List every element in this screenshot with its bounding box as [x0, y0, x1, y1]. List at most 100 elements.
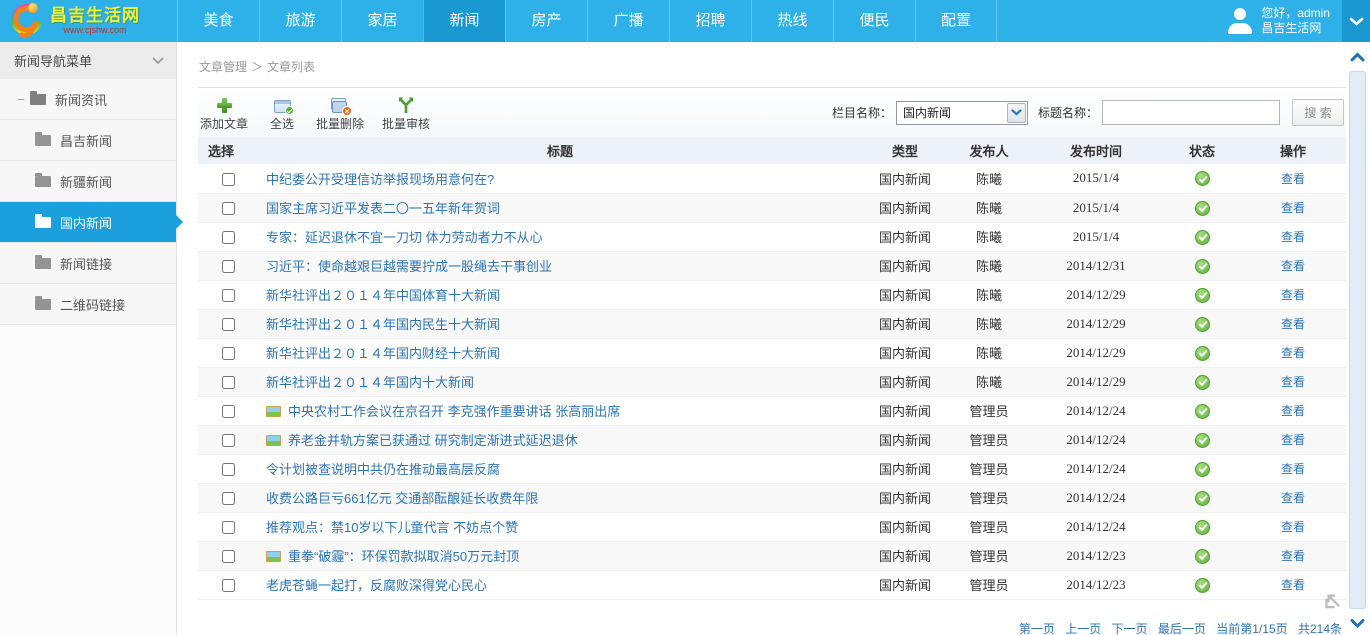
table-row: 习近平：使命越艰巨越需要拧成一股绳去干事创业 国内新闻 陈曦 2014/12/3… — [198, 251, 1346, 281]
add-article-label: 添加文章 — [200, 116, 249, 131]
article-title-link[interactable]: 重拳“破霾”：环保罚款拟取消50万元封顶 — [288, 549, 520, 564]
scroll-up-icon[interactable] — [1349, 52, 1366, 62]
view-link[interactable]: 查看 — [1280, 549, 1305, 563]
topnav-tab-home[interactable]: 家居 — [341, 0, 423, 42]
row-checkbox[interactable] — [222, 405, 235, 419]
search-button[interactable]: 搜 索 — [1292, 99, 1344, 126]
view-link[interactable]: 查看 — [1280, 317, 1305, 331]
view-link[interactable]: 查看 — [1280, 171, 1305, 186]
row-checkbox[interactable] — [222, 202, 235, 216]
view-link[interactable]: 查看 — [1280, 375, 1305, 389]
article-title-link[interactable]: 收费公路巨亏661亿元 交通部酝酿延长收费年限 — [266, 491, 539, 506]
article-title-link[interactable]: 新华社评出２０１４年中国体育十大新闻 — [266, 288, 501, 303]
topnav-tab-travel[interactable]: 旅游 — [259, 0, 341, 42]
folder-icon — [35, 254, 51, 269]
breadcrumb-item[interactable]: 文章管理 — [199, 60, 248, 74]
article-title-link[interactable]: 国家主席习近平发表二〇一五年新年贺词 — [266, 201, 501, 216]
sidebar-item-news-links[interactable]: 新闻链接 — [0, 243, 176, 284]
topnav-tab-news[interactable]: 新闻 — [423, 0, 505, 42]
topnav-tab-property[interactable]: 房产 — [505, 0, 587, 42]
view-link[interactable]: 查看 — [1280, 346, 1305, 360]
scrollbar-track[interactable] — [1349, 71, 1366, 609]
article-title-link[interactable]: 养老金并轨方案已获通过 研究制定渐进式延迟退休 — [288, 433, 578, 448]
sidebar-item-domestic-news[interactable]: 国内新闻 — [0, 202, 183, 243]
article-publisher: 陈曦 — [975, 230, 1002, 245]
article-title-link[interactable]: 中央农村工作会议在京召开 李克强作重要讲话 张高丽出席 — [288, 404, 621, 419]
title-search-input[interactable] — [1102, 100, 1280, 125]
user-menu-toggle[interactable] — [1342, 0, 1370, 42]
article-title-link[interactable]: 令计划被查说明中共仍在推动最高层反腐 — [266, 462, 501, 477]
row-checkbox[interactable] — [222, 463, 235, 477]
article-date: 2014/12/29 — [1066, 315, 1126, 331]
row-checkbox[interactable] — [222, 260, 235, 274]
user-site: 昌吉生活网 — [1261, 21, 1322, 35]
row-checkbox[interactable] — [222, 434, 235, 448]
topnav-tab-broadcast[interactable]: 广播 — [587, 0, 669, 42]
batch-approve-button[interactable]: 批量审核 — [382, 94, 430, 132]
sidebar-item-news-root[interactable]: − 新闻资讯 — [0, 79, 176, 120]
topnav-tab-hotline[interactable]: 热线 — [751, 0, 833, 42]
row-checkbox[interactable] — [222, 289, 235, 303]
article-publisher: 管理员 — [969, 462, 1009, 477]
row-checkbox[interactable] — [222, 172, 235, 186]
article-title-link[interactable]: 专家：延迟退休不宜一刀切 体力劳动者力不从心 — [266, 230, 543, 245]
view-link[interactable]: 查看 — [1280, 230, 1305, 244]
article-table-body: 中纪委公开受理信访举报现场用意何在? 国内新闻 陈曦 2015/1/4 查看 国… — [198, 164, 1346, 600]
column-select[interactable]: 国内新闻 — [895, 100, 1028, 125]
row-checkbox[interactable] — [222, 318, 235, 332]
folder-icon — [35, 131, 51, 146]
row-checkbox[interactable] — [222, 550, 235, 564]
article-title-link[interactable]: 中纪委公开受理信访举报现场用意何在? — [266, 171, 495, 187]
view-link[interactable]: 查看 — [1280, 259, 1305, 273]
scroll-down-icon[interactable] — [1349, 618, 1366, 628]
topbar: 昌吉生活网 www.cjshw.com 美食 旅游 家居 新闻 房产 广播 招聘… — [0, 0, 1370, 42]
article-title-link[interactable]: 新华社评出２０１４年国内十大新闻 — [266, 375, 475, 390]
row-checkbox[interactable] — [222, 376, 235, 390]
topnav-tab-jobs[interactable]: 招聘 — [669, 0, 751, 42]
view-link[interactable]: 查看 — [1280, 433, 1305, 447]
topnav-tab-config[interactable]: 配置 — [915, 0, 997, 42]
view-link[interactable]: 查看 — [1280, 491, 1305, 505]
view-link[interactable]: 查看 — [1280, 288, 1305, 302]
page-first-link[interactable]: 第一页 — [1018, 622, 1055, 635]
row-checkbox[interactable] — [222, 492, 235, 506]
row-checkbox[interactable] — [222, 579, 235, 593]
chevron-down-icon — [1011, 109, 1022, 116]
page-last-link[interactable]: 最后一页 — [1157, 622, 1206, 635]
topnav-tab-food[interactable]: 美食 — [177, 0, 259, 42]
sidebar-item-qrcode-links[interactable]: 二维码链接 — [0, 284, 176, 325]
resize-corner-icon[interactable] — [1322, 589, 1344, 611]
article-type: 国内新闻 — [878, 230, 931, 245]
view-link[interactable]: 查看 — [1280, 462, 1305, 476]
row-checkbox[interactable] — [222, 231, 235, 245]
site-logo[interactable]: 昌吉生活网 www.cjshw.com — [0, 0, 177, 42]
sidebar-item-changji-news[interactable]: 昌吉新闻 — [0, 120, 176, 161]
article-title-link[interactable]: 推荐观点：禁10岁以下儿童代言 不妨点个赞 — [266, 520, 519, 535]
view-link[interactable]: 查看 — [1280, 578, 1305, 592]
select-caret[interactable] — [1006, 102, 1026, 123]
article-publisher: 陈曦 — [975, 317, 1002, 332]
view-link[interactable]: 查看 — [1280, 201, 1305, 215]
select-all-button[interactable]: 全选 — [266, 94, 298, 132]
article-title-link[interactable]: 新华社评出２０１４年国内民生十大新闻 — [266, 317, 501, 332]
status-approved-icon — [1194, 548, 1210, 564]
table-row: 中央农村工作会议在京召开 李克强作重要讲话 张高丽出席 国内新闻 管理员 201… — [198, 396, 1346, 426]
sidebar-header[interactable]: 新闻导航菜单 — [0, 42, 176, 79]
article-title-link[interactable]: 习近平：使命越艰巨越需要拧成一股绳去干事创业 — [266, 259, 553, 274]
article-date: 2014/12/24 — [1066, 518, 1126, 534]
row-checkbox[interactable] — [222, 521, 235, 535]
page-next-link[interactable]: 下一页 — [1111, 622, 1148, 635]
status-approved-icon — [1194, 519, 1210, 535]
batch-delete-button[interactable]: × 批量删除 — [316, 94, 364, 132]
view-link[interactable]: 查看 — [1280, 520, 1305, 534]
row-checkbox[interactable] — [222, 347, 235, 361]
topnav-tab-convenience[interactable]: 便民 — [833, 0, 915, 42]
collapse-icon[interactable]: − — [17, 91, 25, 107]
scrollbar — [1345, 42, 1370, 635]
add-article-button[interactable]: 添加文章 — [200, 94, 248, 132]
page-prev-link[interactable]: 上一页 — [1065, 622, 1102, 635]
sidebar-item-xinjiang-news[interactable]: 新疆新闻 — [0, 161, 176, 202]
view-link[interactable]: 查看 — [1280, 404, 1305, 418]
article-title-link[interactable]: 新华社评出２０１４年国内财经十大新闻 — [266, 346, 501, 361]
article-title-link[interactable]: 老虎苍蝇一起打，反腐败深得党心民心 — [266, 578, 488, 593]
